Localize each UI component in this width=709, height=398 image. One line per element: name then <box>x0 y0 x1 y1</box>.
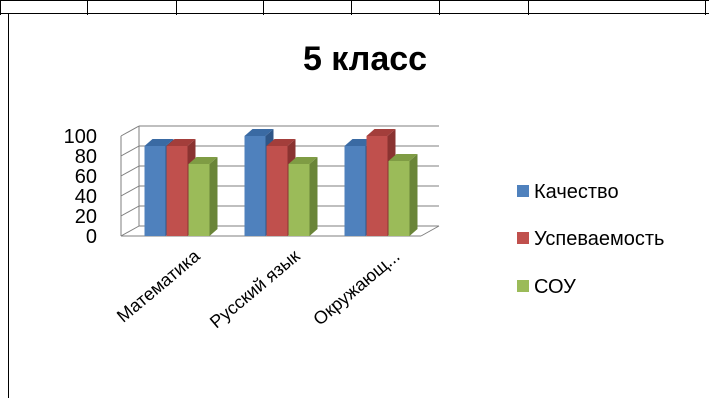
table-cell-divider <box>263 1 264 15</box>
bar-top <box>288 157 318 164</box>
bar <box>144 146 166 236</box>
bar-top <box>266 139 296 146</box>
x-category-label: Математика <box>113 245 204 326</box>
gridline-side <box>120 145 140 157</box>
legend: Качество Успеваемость СОУ <box>517 181 664 298</box>
y-tick-label: 40 <box>75 186 97 208</box>
y-tick-label: 80 <box>75 146 97 168</box>
bar <box>366 136 388 236</box>
gridline-side <box>120 185 140 197</box>
x-category-label: Окружающ... <box>309 246 403 330</box>
bar-top <box>244 129 274 136</box>
table-cell-divider <box>528 1 529 15</box>
bar <box>388 161 410 236</box>
legend-label: Качество <box>534 181 619 203</box>
legend-label: Успеваемость <box>534 228 664 250</box>
bar-top <box>388 154 418 161</box>
bar <box>188 164 210 236</box>
table-cell-divider <box>705 1 706 15</box>
bar-top <box>188 157 218 164</box>
bar-top <box>344 139 374 146</box>
bar <box>266 146 288 236</box>
table-cell-divider <box>87 1 88 15</box>
bar-top <box>166 139 196 146</box>
gridline-side <box>120 165 140 177</box>
gridline-side <box>120 225 140 237</box>
chart-title: 5 класс <box>303 40 427 78</box>
bar-top <box>366 129 396 136</box>
gridline-side <box>120 205 140 217</box>
bar-side <box>409 154 418 236</box>
gridline-side <box>120 125 140 137</box>
y-tick-label: 20 <box>75 206 97 228</box>
y-tick-label: 100 <box>64 126 97 148</box>
floor-edge-right <box>420 225 440 237</box>
legend-label: СОУ <box>534 276 576 298</box>
table-cell-divider <box>351 1 352 15</box>
table-cell-divider <box>176 1 177 15</box>
bar <box>288 164 310 236</box>
bar <box>166 146 188 236</box>
y-tick-label: 0 <box>86 226 97 248</box>
legend-swatch <box>517 185 529 197</box>
table-cell-divider <box>0 1 1 15</box>
bar <box>244 136 266 236</box>
legend-swatch <box>517 232 529 244</box>
table-border-fragment <box>0 0 709 15</box>
bars <box>144 129 418 236</box>
chart-frame: 5 класс 0 20 40 60 80 100 Математика Русский яз… <box>8 14 709 398</box>
bar <box>344 146 366 236</box>
legend-swatch <box>517 280 529 292</box>
bar-side <box>209 157 218 236</box>
y-tick-label: 60 <box>75 166 97 188</box>
table-cell-divider <box>439 1 440 15</box>
x-category-label: Русский язык <box>206 246 304 332</box>
bar-top <box>144 139 174 146</box>
bar-side <box>309 157 318 236</box>
